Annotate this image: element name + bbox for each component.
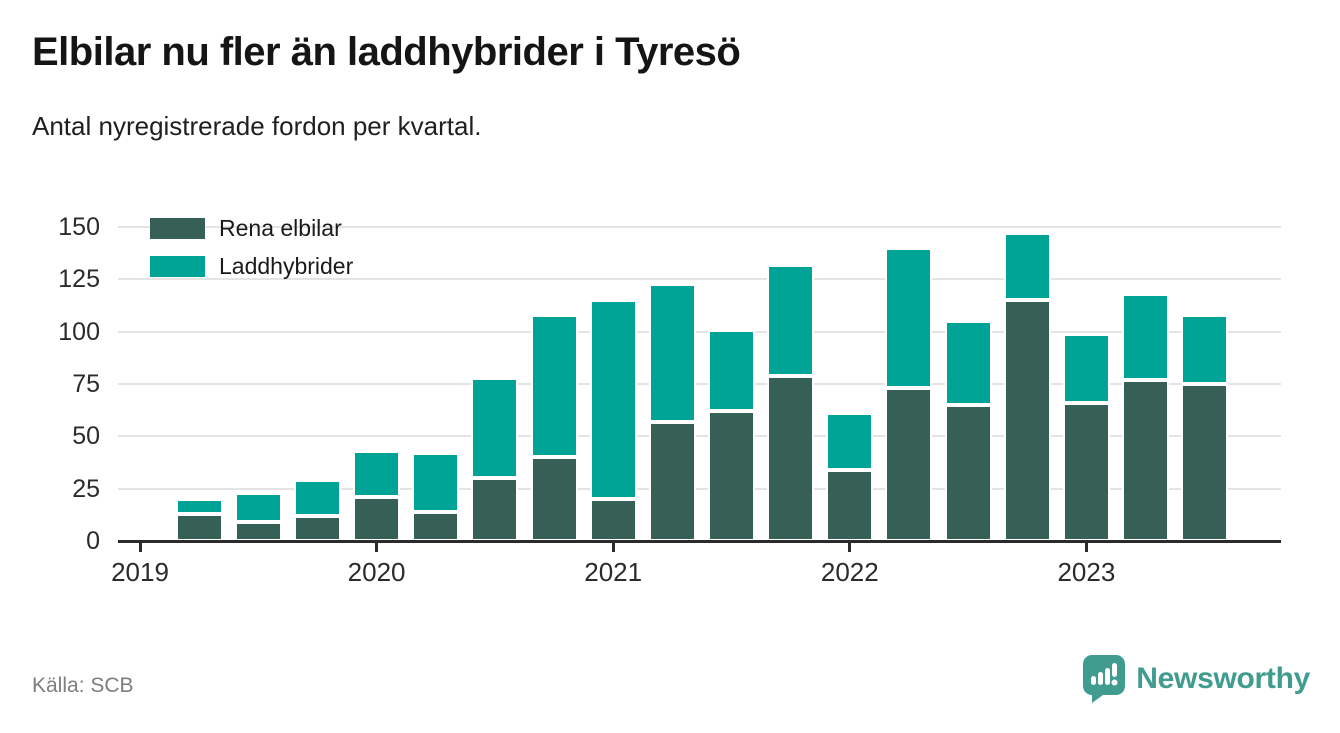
bar-segment-laddhybrider	[1122, 293, 1170, 380]
bar-segment-laddhybrider	[234, 492, 282, 523]
bar-segment-rena-elbilar	[175, 513, 223, 541]
legend-item-rena-elbilar: Rena elbilar	[150, 214, 353, 241]
y-axis-label: 100	[58, 317, 100, 346]
bar-segment-rena-elbilar	[648, 421, 696, 541]
bar-segment-rena-elbilar	[589, 499, 637, 541]
bar-segment-rena-elbilar	[708, 411, 755, 541]
bar-segment-laddhybrider	[1181, 314, 1229, 384]
y-axis-label: 0	[86, 527, 100, 555]
y-axis-label: 50	[72, 422, 100, 451]
bar-segment-rena-elbilar	[353, 497, 401, 541]
bar-segment-rena-elbilar	[234, 522, 282, 541]
bar-segment-laddhybrider	[826, 413, 874, 470]
x-axis-label: 2019	[111, 557, 169, 587]
bar-segment-rena-elbilar	[1062, 402, 1110, 541]
gridline	[118, 278, 1281, 281]
x-axis-tick	[848, 542, 852, 552]
bar-segment-rena-elbilar	[412, 511, 460, 541]
y-axis-label: 75	[72, 370, 100, 398]
legend-item-laddhybrider: Laddhybrider	[150, 252, 354, 279]
bar-segment-laddhybrider	[353, 450, 401, 498]
bar-segment-laddhybrider	[175, 499, 223, 514]
brand-name: Newsworthy	[1136, 662, 1310, 695]
gridline	[118, 435, 1281, 438]
y-axis-label: 125	[58, 265, 100, 294]
newsworthy-bubble-icon	[1083, 655, 1126, 703]
x-axis-label: 2022	[820, 557, 879, 587]
bar-segment-laddhybrider	[530, 314, 578, 458]
newsworthy-logo: Newsworthy	[1083, 655, 1310, 703]
bar-segment-rena-elbilar	[530, 457, 578, 541]
bar-segment-rena-elbilar	[471, 478, 519, 541]
legend-swatch-laddhybrider	[150, 255, 205, 277]
bar-segment-laddhybrider	[1003, 233, 1051, 301]
bar-segment-laddhybrider	[767, 264, 815, 376]
x-axis-line	[118, 540, 1281, 543]
x-axis-tick	[375, 542, 379, 552]
bar-segment-laddhybrider	[589, 300, 637, 500]
bar-segment-rena-elbilar	[1181, 384, 1229, 541]
y-axis-label: 150	[58, 213, 100, 241]
y-axis-label: 25	[72, 474, 100, 503]
chart-legend: Rena elbilar Laddhybrider	[150, 214, 354, 292]
legend-swatch-rena-elbilar	[150, 217, 205, 239]
bar-segment-rena-elbilar	[767, 375, 815, 541]
x-axis-tick	[611, 542, 615, 552]
legend-label: Rena elbilar	[219, 214, 342, 241]
bar-segment-laddhybrider	[1062, 333, 1110, 403]
gridline	[118, 487, 1281, 490]
bar-segment-rena-elbilar	[826, 469, 874, 541]
bar-segment-rena-elbilar	[944, 404, 992, 541]
x-axis-label: 2020	[347, 557, 406, 587]
bar-segment-laddhybrider	[885, 247, 933, 389]
bar-segment-laddhybrider	[944, 321, 992, 405]
bar-segment-laddhybrider	[708, 329, 755, 412]
gridline	[118, 226, 1281, 228]
gridline	[118, 383, 1281, 385]
bar-segment-rena-elbilar	[1003, 300, 1051, 541]
legend-label: Laddhybrider	[219, 252, 354, 279]
bar-segment-rena-elbilar	[293, 515, 341, 541]
bar-segment-rena-elbilar	[885, 388, 933, 541]
x-axis-label: 2021	[584, 557, 643, 587]
bar-segment-rena-elbilar	[1122, 379, 1170, 541]
bar-segment-laddhybrider	[648, 283, 696, 422]
bar-segment-laddhybrider	[293, 480, 341, 516]
x-axis-tick	[1084, 542, 1088, 552]
chart-subtitle: Antal nyregistrerade fordon per kvartal.	[32, 111, 482, 141]
source-credit: Källa: SCB	[32, 674, 134, 697]
bar-segment-laddhybrider	[412, 453, 460, 512]
gridline	[118, 330, 1281, 333]
bar-segment-laddhybrider	[471, 377, 519, 479]
x-axis-label: 2023	[1057, 557, 1116, 587]
x-axis-tick	[138, 542, 142, 552]
chart-title: Elbilar nu fler än laddhybrider i Tyresö	[32, 30, 741, 74]
